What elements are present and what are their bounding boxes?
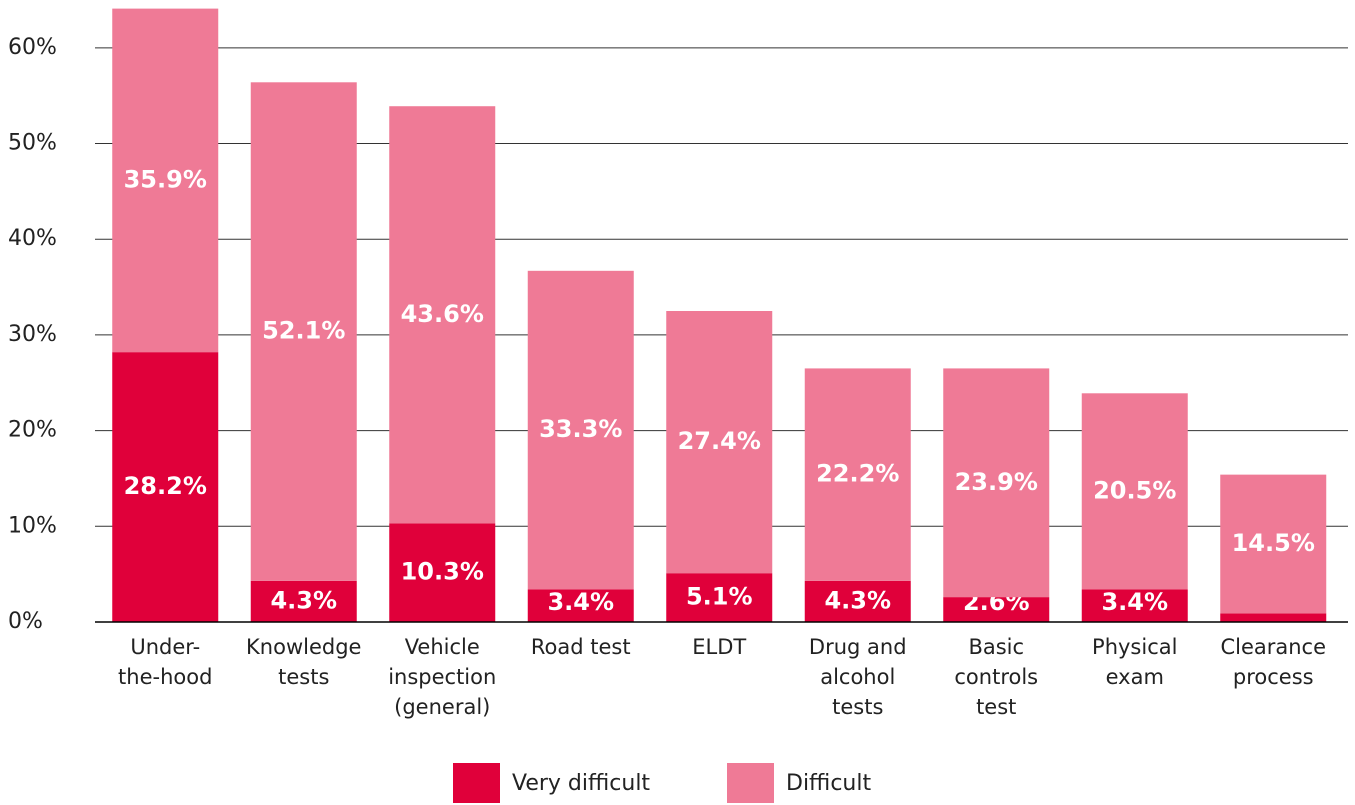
- y-tick-label: 0%: [8, 609, 43, 634]
- data-label: 28.2%: [124, 472, 207, 500]
- data-label: 52.1%: [262, 317, 345, 345]
- bar-segment: [250, 82, 357, 581]
- legend-swatch: [453, 763, 500, 803]
- data-label: 10.3%: [401, 558, 484, 586]
- x-tick-label: Under- the-hood: [118, 635, 213, 689]
- x-tick-label: Road test: [530, 635, 631, 659]
- data-label: 20.5%: [1093, 476, 1176, 504]
- y-tick-label: 50%: [8, 131, 57, 156]
- x-tick-label: Knowledge tests: [246, 635, 362, 689]
- legend-swatch: [727, 763, 774, 803]
- x-tick-label: Basic controls test: [954, 635, 1039, 719]
- x-tick-label: ELDT: [692, 635, 747, 659]
- bar-segment: [666, 311, 773, 574]
- x-tick-label: Vehicle inspection (general): [388, 635, 497, 719]
- legend-label: Very difficult: [512, 771, 650, 796]
- bar-segment: [112, 8, 219, 353]
- x-tick-label: Physical exam: [1092, 635, 1178, 689]
- data-label: 5.1%: [686, 583, 753, 611]
- y-tick-label: 10%: [8, 513, 57, 538]
- bar-segment: [1081, 393, 1188, 590]
- y-tick-label: 60%: [8, 35, 57, 60]
- bar-segment: [943, 597, 1050, 622]
- y-tick-label: 20%: [8, 418, 57, 443]
- data-label: 3.4%: [547, 588, 614, 616]
- x-tick-label: Clearance process: [1220, 635, 1327, 689]
- bar-segment: [1220, 474, 1327, 614]
- bar-segment: [112, 352, 219, 622]
- legend-label: Difficult: [786, 771, 871, 796]
- data-label: 33.3%: [539, 415, 622, 443]
- bar-segment: [527, 270, 634, 590]
- bar-segment: [666, 573, 773, 622]
- bar-segment: [1220, 613, 1327, 622]
- data-label: 43.6%: [401, 300, 484, 328]
- bar-segment: [943, 368, 1050, 598]
- bar-segment: [1081, 589, 1188, 622]
- x-tick-label: Drug and alcohol tests: [808, 635, 907, 719]
- data-label: 27.4%: [678, 427, 761, 455]
- bar-segment: [804, 368, 911, 581]
- data-label: 35.9%: [124, 165, 207, 193]
- bar-segment: [804, 580, 911, 622]
- data-label: 4.3%: [824, 586, 891, 614]
- y-tick-label: 40%: [8, 226, 57, 251]
- data-label: 14.5%: [1232, 529, 1315, 557]
- data-label: 23.9%: [955, 468, 1038, 496]
- data-label: 3.4%: [1101, 588, 1168, 616]
- y-tick-label: 30%: [8, 322, 57, 347]
- bar-segment: [389, 106, 496, 524]
- bar-segment: [389, 523, 496, 622]
- bar-segment: [250, 580, 357, 622]
- bar-segment: [527, 589, 634, 622]
- data-label: 4.3%: [270, 586, 337, 614]
- data-label: 22.2%: [816, 460, 899, 488]
